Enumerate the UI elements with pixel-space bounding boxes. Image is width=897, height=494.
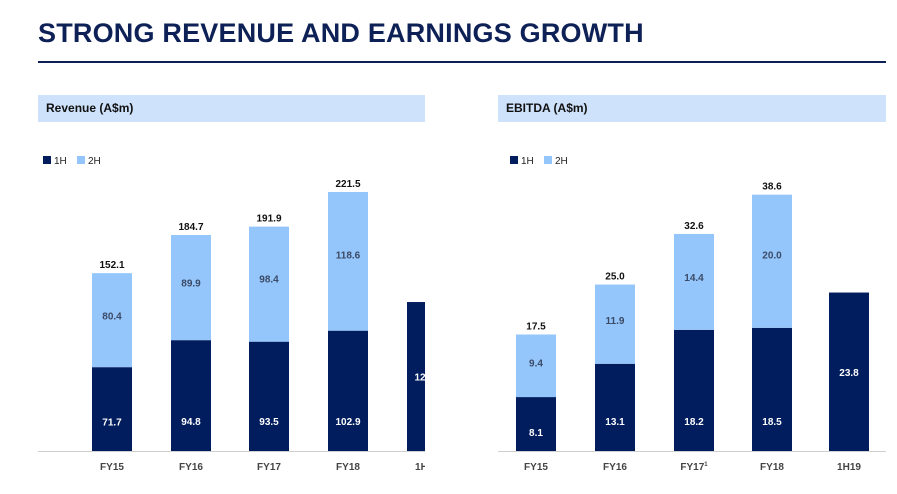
data-label-2h-FY18: 20.0 bbox=[762, 251, 782, 262]
data-label-2h-FY18: 118.6 bbox=[336, 250, 361, 261]
data-label-2h-FY16: 11.9 bbox=[606, 316, 625, 327]
bar-1h-1H19 bbox=[829, 292, 869, 451]
bar-1h-FY17 bbox=[249, 341, 289, 451]
x-tick-label-FY18: FY18 bbox=[336, 462, 360, 473]
total-label-FY17: 32.6 bbox=[684, 221, 704, 232]
bar-1h-FY18 bbox=[328, 330, 368, 451]
data-label-1h-FY15: 8.1 bbox=[529, 428, 543, 439]
revenue-chart: 1H 2H 71.7 80.4 152.1 FY15 94.8 89.9 184.7 FY16 93… bbox=[38, 156, 447, 473]
data-label-2h-FY17: 14.4 bbox=[684, 273, 704, 284]
revenue-panel: Revenue (A$m) 1H 2H 71.7 80.4 152.1 FY15 94.8 8… bbox=[38, 95, 447, 487]
bar-2h-FY18 bbox=[752, 194, 792, 328]
legend-swatch-2H bbox=[544, 156, 552, 164]
chart-legend: 1H 2H bbox=[43, 156, 101, 167]
data-label-1h-FY18: 102.9 bbox=[335, 417, 360, 428]
total-label-FY18: 38.6 bbox=[762, 182, 782, 193]
bar-2h-FY17 bbox=[249, 226, 289, 342]
legend-swatch-2H bbox=[77, 156, 85, 164]
data-label-2h-FY16: 89.9 bbox=[181, 278, 201, 289]
legend-label-1H: 1H bbox=[521, 156, 534, 167]
x-tick-label-FY17: FY17 bbox=[257, 462, 281, 473]
x-tick-label-FY16: FY16 bbox=[603, 462, 627, 473]
bar-1h-FY17 bbox=[674, 329, 714, 451]
bar-2h-FY16 bbox=[595, 284, 635, 364]
x-tick-label-FY15: FY15 bbox=[100, 462, 124, 473]
data-label-1h-1H19: 23.8 bbox=[839, 368, 859, 379]
total-label-FY18: 221.5 bbox=[335, 179, 360, 190]
data-label-1h-FY16: 13.1 bbox=[605, 417, 625, 428]
total-label-FY17: 191.9 bbox=[256, 214, 281, 225]
bar-2h-FY15 bbox=[92, 273, 132, 368]
data-label-2h-FY15: 80.4 bbox=[102, 311, 122, 322]
legend-swatch-1H bbox=[43, 156, 51, 164]
page-title: STRONG REVENUE AND EARNINGS GROWTH bbox=[38, 18, 644, 48]
ebitda-panel: EBITDA (A$m) 1H 2H 8.1 9.4 17.5 FY15 13.1 11.9 2… bbox=[498, 95, 886, 487]
x-tick-label-1H19: 1H19 bbox=[837, 462, 861, 473]
bar-2h-FY18 bbox=[328, 192, 368, 331]
x-tick-label-FY16: FY16 bbox=[179, 462, 203, 473]
data-label-1h-FY17: 18.2 bbox=[684, 417, 704, 428]
bar-1h-FY15 bbox=[516, 397, 556, 451]
x-tick-label-1H19: 1H19 bbox=[415, 462, 425, 473]
legend-label-2H: 2H bbox=[555, 156, 568, 167]
data-label-1h-FY18: 18.5 bbox=[762, 417, 782, 428]
legend-label-2H: 2H bbox=[88, 156, 101, 167]
total-label-FY16: 184.7 bbox=[178, 222, 203, 233]
bar-1h-FY16 bbox=[171, 340, 211, 451]
bar-1h-FY18 bbox=[752, 327, 792, 451]
data-label-1h-FY15: 71.7 bbox=[102, 418, 122, 429]
data-label-2h-FY17: 98.4 bbox=[259, 274, 279, 285]
bar-2h-FY16 bbox=[171, 235, 211, 341]
revenue-chart-title: Revenue (A$m) bbox=[38, 95, 425, 122]
total-label-FY15: 152.1 bbox=[99, 260, 124, 271]
bar-1h-FY16 bbox=[595, 363, 635, 451]
x-tick-label-FY18: FY18 bbox=[760, 462, 784, 473]
bar-2h-FY15 bbox=[516, 334, 556, 398]
bar-2h-FY17 bbox=[674, 233, 714, 330]
x-tick-label-FY15: FY15 bbox=[524, 462, 548, 473]
legend-swatch-1H bbox=[510, 156, 518, 164]
chart-legend: 1H 2H bbox=[510, 156, 568, 167]
data-label-1h-FY17: 93.5 bbox=[259, 417, 279, 428]
legend-label-1H: 1H bbox=[54, 156, 67, 167]
ebitda-chart-title: EBITDA (A$m) bbox=[498, 95, 886, 122]
total-label-FY15: 17.5 bbox=[526, 321, 546, 332]
x-tick-label-FY17: FY171 bbox=[680, 462, 708, 473]
data-label-1h-1H19: 127.4 bbox=[414, 373, 425, 384]
total-label-FY16: 25.0 bbox=[605, 272, 625, 283]
title-divider bbox=[38, 61, 886, 63]
ebitda-chart: 1H 2H 8.1 9.4 17.5 FY15 13.1 11.9 25.0 FY16 18.2 14… bbox=[498, 156, 886, 473]
data-label-2h-FY15: 9.4 bbox=[529, 359, 543, 370]
footnote-marker: 1 bbox=[704, 462, 708, 468]
data-label-1h-FY16: 94.8 bbox=[181, 417, 201, 428]
bar-1h-FY15 bbox=[92, 367, 132, 451]
